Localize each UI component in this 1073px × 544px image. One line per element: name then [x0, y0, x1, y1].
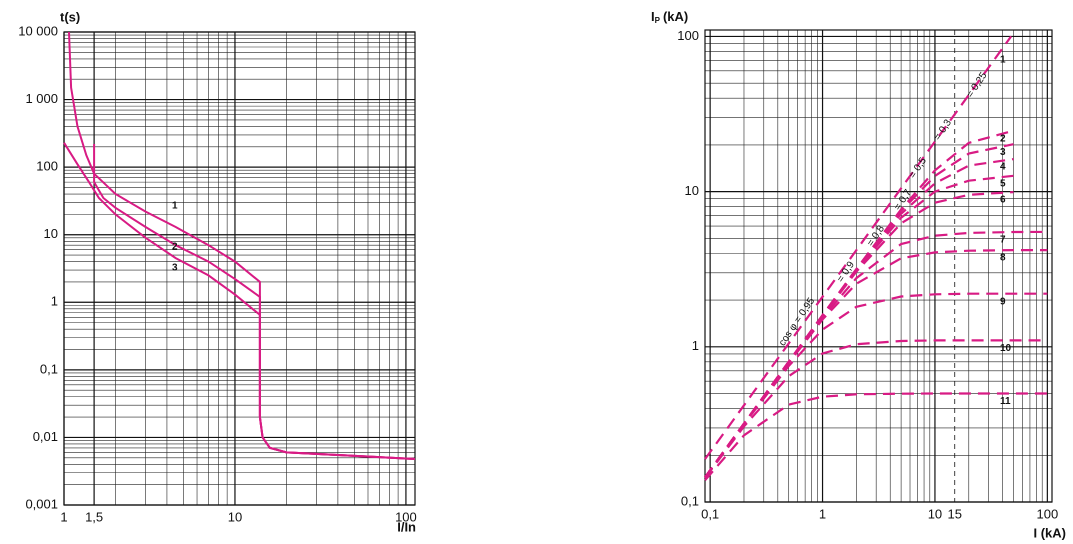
y-axis-title: t(s)	[60, 9, 80, 24]
y-tick-label: 10 000	[18, 23, 58, 38]
x-tick-label: 100	[395, 509, 417, 524]
x-axis-title: I/In	[397, 519, 416, 534]
y-tick-label: 1 000	[25, 91, 58, 106]
annotation: = 0,5	[907, 155, 929, 180]
y-axis-title-main: I	[651, 9, 655, 24]
curve-label: 7	[1000, 235, 1006, 246]
curve	[704, 143, 1014, 479]
x-axis-title: I (kA)	[1034, 525, 1067, 540]
curve	[704, 339, 1048, 479]
curve	[704, 292, 1048, 479]
plot-frame	[63, 31, 416, 506]
x-tick-label: 10	[928, 506, 942, 521]
x-tick-label: 10	[228, 509, 242, 524]
curve-label: 8	[1000, 253, 1006, 264]
y-tick-label: 10	[685, 183, 699, 198]
curve-label: 10	[1000, 343, 1012, 354]
curve	[704, 392, 1048, 482]
y-tick-label: 0,001	[25, 496, 58, 511]
x-tick-label: 100	[1036, 506, 1058, 521]
y-axis-title-sub: P	[655, 16, 661, 25]
curve	[93, 144, 416, 460]
y-tick-label: 10	[44, 226, 58, 241]
annotation: = 0,8	[865, 223, 887, 248]
curve-label: 5	[1000, 178, 1006, 189]
curve	[704, 191, 1014, 479]
curve-label: 11	[1000, 396, 1011, 407]
y-axis-title-unit: (kA)	[663, 9, 688, 24]
curve-label: 2	[172, 242, 178, 253]
y-tick-label: 1	[51, 294, 58, 309]
curve-label: 3	[172, 263, 178, 274]
x-tick-label: 0,1	[701, 506, 719, 521]
curve	[704, 174, 1014, 479]
x-tick-label: 15	[948, 506, 962, 521]
curve-label: 9	[1000, 296, 1006, 307]
curve-label: 6	[1000, 195, 1006, 206]
y-axis-title: IP (kA)	[651, 9, 688, 25]
curve-label: 1	[172, 201, 178, 212]
plot-frame	[704, 29, 1053, 503]
x-tick-label: 1	[60, 509, 67, 524]
y-tick-label: 0,01	[33, 429, 58, 444]
curve	[63, 142, 416, 460]
curve	[704, 129, 1014, 479]
annotation: = 0,25	[965, 70, 990, 100]
y-tick-label: 1	[692, 338, 699, 353]
curve-label: 1	[1000, 55, 1006, 66]
curve-label: 2	[1000, 133, 1006, 144]
curve	[704, 35, 1012, 460]
y-tick-label: 0,1	[40, 361, 58, 376]
curve	[68, 31, 416, 460]
curve-label: 3	[1000, 147, 1006, 158]
y-tick-label: 0,1	[681, 493, 699, 508]
y-tick-label: 100	[36, 159, 58, 174]
x-tick-label: 1	[819, 506, 826, 521]
x-tick-label: 1,5	[85, 509, 103, 524]
y-tick-label: 100	[677, 28, 699, 43]
curve-label: 4	[1000, 162, 1006, 173]
